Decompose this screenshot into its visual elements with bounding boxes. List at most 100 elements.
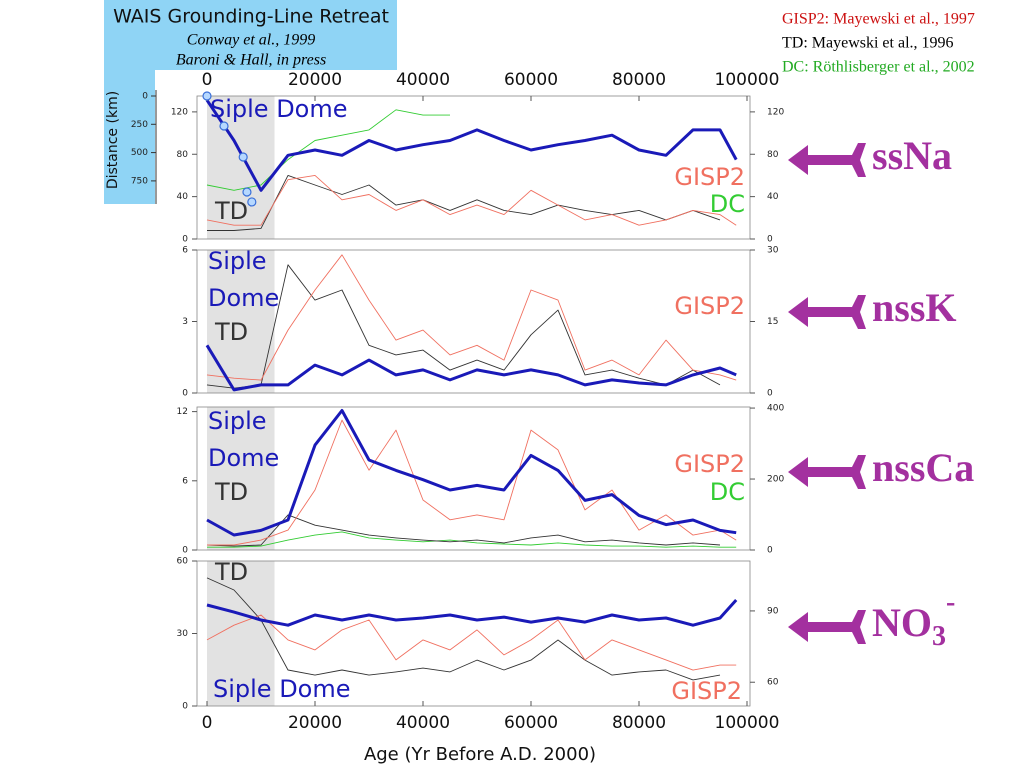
- y2-tick-label: 30: [767, 246, 779, 256]
- series-label: Siple: [208, 407, 267, 435]
- y2-tick-label: 90: [767, 606, 779, 616]
- y-tick-label: 6: [182, 476, 188, 486]
- annotation-superscript: -: [946, 587, 955, 618]
- shaded-range: [207, 96, 275, 239]
- annotation-text: nssK: [872, 285, 957, 330]
- x-tick-label: 0: [202, 713, 213, 733]
- series-label: DC: [710, 190, 745, 218]
- y2-tick-label: 0: [767, 389, 773, 399]
- series-label: Siple: [208, 247, 267, 275]
- series-line: [206, 598, 738, 627]
- y2-tick-label: 15: [767, 317, 778, 327]
- retreat-point: [202, 91, 212, 101]
- y2-tick-label: 80: [767, 150, 779, 160]
- annotation-subscript: 3: [932, 621, 946, 652]
- panel-annotation: ssNa: [872, 133, 952, 178]
- series-label: GISP2: [674, 450, 745, 478]
- x-tick-label: 100000: [715, 70, 780, 90]
- source-entry: GISP2: Mayewski et al., 1997: [782, 11, 975, 28]
- y2-tick-label: 60: [767, 678, 779, 688]
- series-label: Dome: [208, 444, 279, 472]
- x-tick-label: 40000: [396, 70, 450, 90]
- y-tick-label: 0: [182, 546, 188, 556]
- inset-tick-label: 0: [142, 92, 148, 102]
- series-line: [206, 577, 721, 681]
- arrow: [788, 610, 866, 644]
- panel-annotation: nssK: [872, 285, 957, 330]
- retreat-point: [219, 121, 229, 131]
- series-label: GISP2: [671, 677, 742, 705]
- series-line: [207, 531, 737, 548]
- x-tick-label: 80000: [612, 713, 666, 733]
- series-line: [206, 254, 737, 381]
- series-line: [206, 174, 737, 226]
- inset-tick-label: 250: [131, 120, 148, 130]
- inset-tick-label: 500: [131, 148, 148, 158]
- panel-frame: [196, 95, 751, 240]
- series-label: GISP2: [674, 292, 745, 320]
- y-tick-label: 60: [177, 557, 189, 567]
- y-tick-label: 120: [171, 107, 188, 117]
- retreat-point: [247, 197, 257, 207]
- series-line: [207, 419, 737, 546]
- series-label: GISP2: [674, 163, 745, 191]
- series-line: [206, 264, 721, 389]
- y-tick-label: 0: [182, 389, 188, 399]
- inset-tick-label: 750: [131, 176, 148, 186]
- y2-tick-label: 0: [767, 235, 773, 245]
- y2-tick-label: 120: [767, 107, 784, 117]
- retreat-point: [238, 152, 248, 162]
- x-tick-label: 0: [202, 70, 213, 90]
- annotation-text: nssCa: [872, 445, 974, 490]
- x-axis-label: Age (Yr Before A.D. 2000): [364, 744, 596, 765]
- series-label: TD: [214, 558, 248, 586]
- y2-tick-label: 200: [767, 475, 784, 485]
- series-line: [205, 344, 737, 392]
- y2-tick-label: 400: [767, 404, 784, 414]
- panel-annotation: NO3-: [872, 587, 955, 652]
- y2-tick-label: 0: [767, 546, 773, 556]
- series-label: Siple Dome: [213, 675, 351, 703]
- y-tick-label: 6: [182, 246, 188, 256]
- series-label: TD: [214, 478, 248, 506]
- y-tick-label: 3: [182, 317, 188, 327]
- x-tick-label: 80000: [612, 70, 666, 90]
- x-tick-label: 20000: [288, 70, 342, 90]
- x-tick-label: 60000: [504, 70, 558, 90]
- series-line: [206, 409, 737, 537]
- arrow: [788, 143, 866, 177]
- annotation-text: ssNa: [872, 133, 952, 178]
- source-entry: TD: Mayewski et al., 1996: [782, 35, 954, 52]
- annotation-text: NO: [872, 600, 932, 645]
- series-line: [206, 614, 737, 671]
- y-tick-label: 30: [177, 629, 189, 639]
- series-label: DC: [710, 478, 745, 506]
- inset-subtitle: Conway et al., 1999: [187, 32, 315, 49]
- x-tick-label: 40000: [396, 713, 450, 733]
- series-label: Dome: [208, 284, 279, 312]
- series-line: [205, 99, 738, 192]
- y-tick-label: 0: [182, 235, 188, 245]
- series-label: TD: [214, 197, 248, 225]
- y-tick-label: 12: [177, 407, 188, 417]
- shaded-range: [207, 250, 275, 393]
- retreat-point: [242, 187, 252, 197]
- x-tick-label: 100000: [715, 713, 780, 733]
- y-tick-label: 80: [177, 150, 189, 160]
- x-tick-label: 60000: [504, 713, 558, 733]
- series-line: [207, 174, 721, 231]
- arrow: [788, 455, 866, 489]
- y-tick-label: 0: [182, 702, 188, 712]
- inset-subtitle: Baroni & Hall, in press: [176, 52, 326, 69]
- arrow: [788, 295, 866, 329]
- series-label: Siple Dome: [210, 95, 348, 123]
- x-tick-label: 20000: [288, 713, 342, 733]
- series-line: [206, 514, 721, 547]
- inset-background: [104, 0, 397, 204]
- y-tick-label: 40: [177, 192, 189, 202]
- panel-annotation: nssCa: [872, 445, 974, 490]
- panel-frame: [196, 406, 751, 551]
- inset-ylabel: Distance (km): [105, 91, 121, 189]
- series-label: TD: [214, 318, 248, 346]
